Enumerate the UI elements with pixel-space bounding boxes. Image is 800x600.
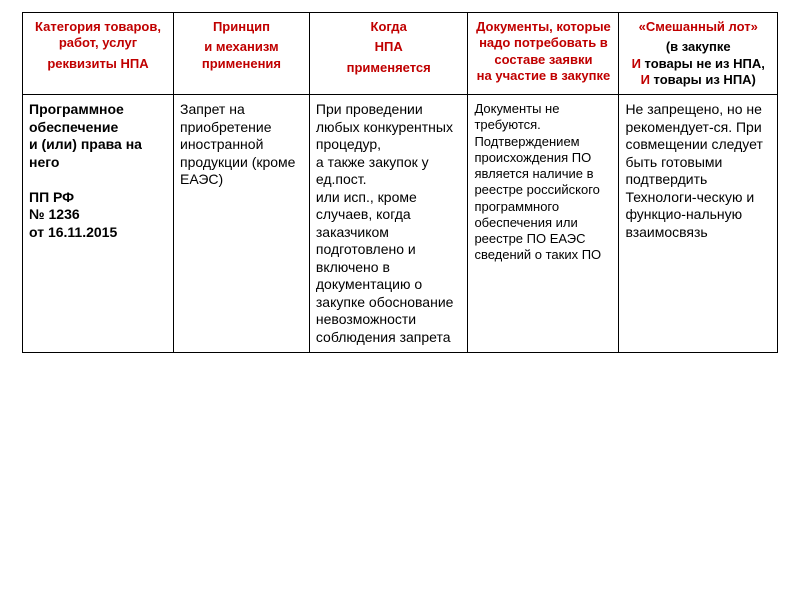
header-principle: Принцип и механизм применения [174,13,310,95]
header-when-l3: применяется [316,60,462,76]
header-category-l2: реквизиты НПА [29,56,167,72]
header-principle-l1: Принцип [213,19,270,34]
header-category: Категория товаров, работ, услуг реквизит… [23,13,174,95]
docs-text: Документы не требуются. Подтверждением п… [474,101,601,262]
cell-when: При проведении любых конкурентных процед… [309,95,468,353]
header-mixed: «Смешанный лот» (в закупке И товары не и… [619,13,778,95]
mixed-text: Не запрещено, но не рекомендует-ся. При … [625,101,762,240]
header-mixed-mid2: товары из НПА) [650,72,756,87]
header-docs: Документы, которые надо потребовать в со… [468,13,619,95]
header-category-l1: Категория товаров, работ, услуг [35,19,161,50]
header-mixed-l2: (в закупке И товары не из НПА, И товары … [625,39,771,88]
header-mixed-pre: (в закупке [666,39,731,54]
npa-table: Категория товаров, работ, услуг реквизит… [22,12,778,353]
header-docs-text: Документы, которые надо потребовать в со… [476,19,611,83]
cell-category: Программное обеспечение и (или) права на… [23,95,174,353]
header-principle-l2: и механизм применения [180,39,303,72]
header-mixed-and1: И [632,56,641,71]
cell-mixed: Не запрещено, но не рекомендует-ся. При … [619,95,778,353]
category-ref3: от 16.11.2015 [29,224,117,240]
category-ref1: ПП РФ [29,189,74,205]
header-mixed-and2: И [641,72,650,87]
cell-docs: Документы не требуются. Подтверждением п… [468,95,619,353]
header-mixed-l1: «Смешанный лот» [639,19,758,34]
category-ref2: № 1236 [29,206,80,222]
table-row: Программное обеспечение и (или) права на… [23,95,778,353]
principle-text: Запрет на приобретение иностранной проду… [180,101,295,187]
category-title: Программное обеспечение и (или) права на… [29,101,142,170]
page: Категория товаров, работ, услуг реквизит… [0,0,800,600]
cell-principle: Запрет на приобретение иностранной проду… [174,95,310,353]
header-when-l1: Когда [371,19,407,34]
header-row: Категория товаров, работ, услуг реквизит… [23,13,778,95]
header-when-l2: НПА [316,39,462,55]
when-text: При проведении любых конкурентных процед… [316,101,454,345]
header-mixed-mid1: товары не из НПА, [641,56,765,71]
header-when: Когда НПА применяется [309,13,468,95]
